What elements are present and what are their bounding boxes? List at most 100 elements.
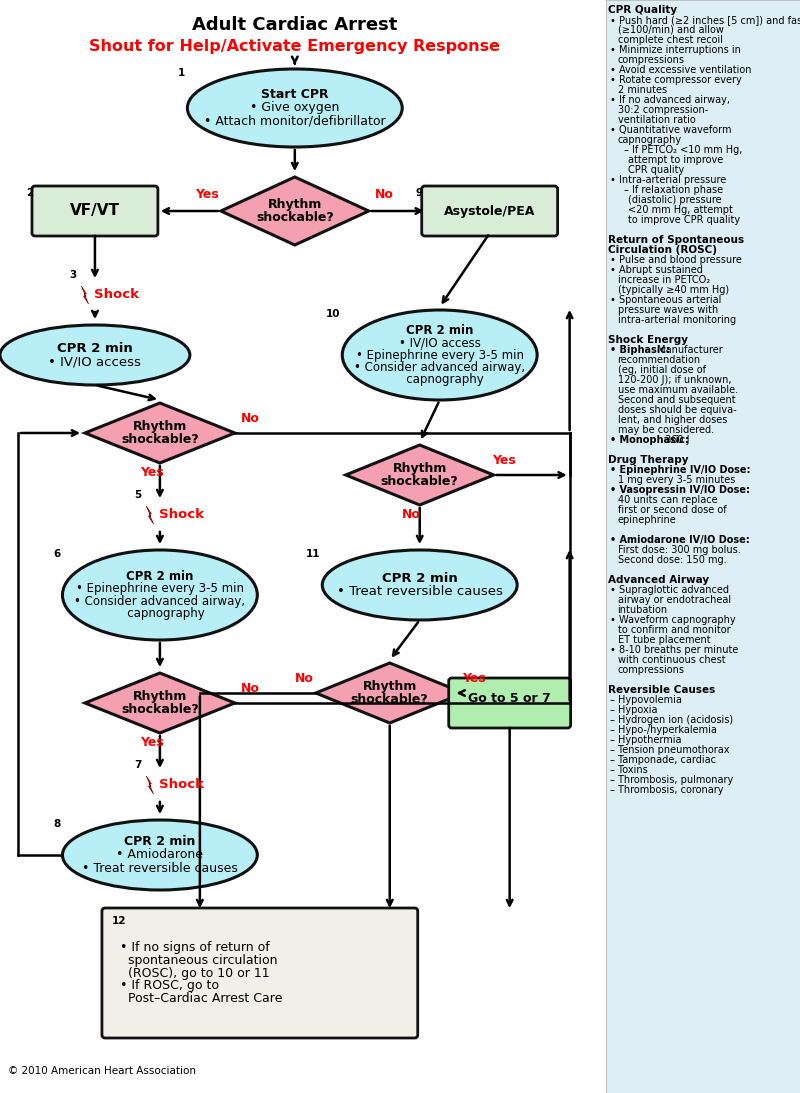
Text: • Pulse and blood pressure: • Pulse and blood pressure (610, 255, 742, 265)
Text: • If ROSC, go to: • If ROSC, go to (120, 979, 219, 992)
Text: 360 J: 360 J (662, 435, 690, 445)
Text: • Amiodarone: • Amiodarone (116, 848, 203, 861)
Text: – Tamponade, cardiac: – Tamponade, cardiac (610, 755, 716, 765)
Text: Rhythm: Rhythm (268, 199, 322, 211)
Text: Rhythm: Rhythm (133, 421, 187, 434)
Text: (≥100/min) and allow: (≥100/min) and allow (618, 25, 723, 35)
Text: • Amiodarone IV/IO Dose:: • Amiodarone IV/IO Dose: (610, 534, 750, 545)
Text: • Consider advanced airway,: • Consider advanced airway, (354, 361, 526, 374)
Text: shockable?: shockable? (121, 703, 198, 716)
Text: – Hypovolemia: – Hypovolemia (610, 695, 682, 705)
Text: Shock: Shock (159, 778, 204, 791)
Text: • IV/IO access: • IV/IO access (398, 337, 481, 349)
Text: complete chest recoil: complete chest recoil (618, 35, 722, 45)
Text: – Thrombosis, pulmonary: – Thrombosis, pulmonary (610, 775, 733, 785)
Text: CPR 2 min: CPR 2 min (382, 572, 458, 585)
Text: • Epinephrine IV/IO Dose:: • Epinephrine IV/IO Dose: (610, 465, 750, 475)
Ellipse shape (62, 820, 258, 890)
Text: Adult Cardiac Arrest: Adult Cardiac Arrest (192, 16, 398, 34)
Text: compressions: compressions (618, 55, 685, 64)
Text: CPR 2 min: CPR 2 min (124, 835, 195, 848)
Text: 11: 11 (306, 549, 320, 559)
Text: CPR quality: CPR quality (628, 165, 684, 175)
Text: (diastolic) pressure: (diastolic) pressure (628, 195, 722, 205)
Text: Second and subsequent: Second and subsequent (618, 395, 735, 406)
Polygon shape (82, 286, 89, 304)
Text: Post–Cardiac Arrest Care: Post–Cardiac Arrest Care (120, 991, 282, 1004)
Text: ET tube placement: ET tube placement (618, 635, 710, 645)
Text: Manufacturer: Manufacturer (654, 345, 723, 355)
Text: Drug Therapy: Drug Therapy (608, 455, 688, 465)
Text: CPR 2 min: CPR 2 min (406, 324, 474, 337)
Text: Yes: Yes (462, 672, 486, 685)
Text: • Treat reversible causes: • Treat reversible causes (82, 861, 238, 874)
Text: 30:2 compression-: 30:2 compression- (618, 105, 708, 115)
Text: 40 units can replace: 40 units can replace (618, 495, 718, 505)
Polygon shape (221, 177, 369, 245)
Text: 120-200 J); if unknown,: 120-200 J); if unknown, (618, 375, 731, 385)
Text: Shock: Shock (94, 289, 139, 302)
Ellipse shape (62, 550, 258, 640)
Text: 2 minutes: 2 minutes (618, 85, 666, 95)
Text: shockable?: shockable? (256, 211, 334, 224)
Text: Yes: Yes (140, 467, 164, 480)
Ellipse shape (187, 69, 402, 146)
Polygon shape (146, 776, 154, 794)
Text: (typically ≥40 mm Hg): (typically ≥40 mm Hg) (618, 285, 729, 295)
Text: © 2010 American Heart Association: © 2010 American Heart Association (8, 1066, 196, 1076)
Text: 7: 7 (134, 760, 142, 769)
Text: • Attach monitor/defibrillator: • Attach monitor/defibrillator (204, 115, 386, 128)
Text: • Consider advanced airway,: • Consider advanced airway, (74, 595, 246, 608)
Text: increase in PETCO₂: increase in PETCO₂ (618, 275, 710, 285)
FancyBboxPatch shape (606, 0, 800, 1093)
Text: Rhythm: Rhythm (133, 691, 187, 704)
Text: 12: 12 (112, 916, 126, 926)
Text: to confirm and monitor: to confirm and monitor (618, 625, 730, 635)
Text: pressure waves with: pressure waves with (618, 305, 718, 315)
Text: 5: 5 (134, 490, 142, 500)
Text: • Spontaneous arterial: • Spontaneous arterial (610, 295, 721, 305)
Text: • Avoid excessive ventilation: • Avoid excessive ventilation (610, 64, 751, 75)
FancyBboxPatch shape (32, 186, 158, 236)
Text: <20 mm Hg, attempt: <20 mm Hg, attempt (628, 205, 733, 215)
Text: – If relaxation phase: – If relaxation phase (624, 185, 722, 195)
Text: • Minimize interruptions in: • Minimize interruptions in (610, 45, 741, 55)
Text: – Hypothermia: – Hypothermia (610, 734, 681, 745)
Text: shockable?: shockable? (351, 693, 429, 706)
Text: 1 mg every 3-5 minutes: 1 mg every 3-5 minutes (618, 475, 735, 485)
Text: intra-arterial monitoring: intra-arterial monitoring (618, 315, 736, 325)
Text: Shock Energy: Shock Energy (608, 334, 688, 345)
Text: – Hydrogen ion (acidosis): – Hydrogen ion (acidosis) (610, 715, 733, 725)
Text: No: No (240, 682, 259, 695)
Text: recommendation: recommendation (618, 355, 701, 365)
Text: • If no signs of return of: • If no signs of return of (120, 941, 270, 954)
Text: – Thrombosis, coronary: – Thrombosis, coronary (610, 785, 723, 795)
Text: doses should be equiva-: doses should be equiva- (618, 406, 736, 415)
Text: Reversible Causes: Reversible Causes (608, 685, 715, 695)
Text: No: No (240, 412, 259, 425)
Text: 2: 2 (26, 188, 33, 198)
Polygon shape (85, 673, 235, 733)
Text: • Push hard (≥2 inches [5 cm]) and fast: • Push hard (≥2 inches [5 cm]) and fast (610, 15, 800, 25)
Text: to improve CPR quality: to improve CPR quality (628, 215, 740, 225)
Text: • Epinephrine every 3-5 min: • Epinephrine every 3-5 min (76, 583, 244, 596)
Text: • IV/IO access: • IV/IO access (49, 355, 142, 368)
Text: Circulation (ROSC): Circulation (ROSC) (608, 245, 717, 255)
Text: CPR Quality: CPR Quality (608, 5, 677, 15)
Text: • Intra-arterial pressure: • Intra-arterial pressure (610, 175, 726, 185)
Text: 8: 8 (54, 819, 61, 828)
Text: Return of Spontaneous: Return of Spontaneous (608, 235, 744, 245)
Text: • Abrupt sustained: • Abrupt sustained (610, 265, 702, 275)
Ellipse shape (342, 310, 537, 400)
Text: Shock: Shock (159, 508, 204, 521)
Text: capnography: capnography (115, 607, 204, 620)
Text: • Quantitative waveform: • Quantitative waveform (610, 125, 731, 136)
Text: No: No (295, 672, 314, 685)
Text: Yes: Yes (140, 737, 164, 750)
Text: lent, and higher doses: lent, and higher doses (618, 415, 727, 425)
Polygon shape (85, 403, 235, 463)
Text: Yes: Yes (492, 455, 515, 468)
Text: • Epinephrine every 3-5 min: • Epinephrine every 3-5 min (356, 349, 524, 362)
Text: with continuous chest: with continuous chest (618, 655, 726, 665)
Text: No: No (402, 508, 421, 521)
